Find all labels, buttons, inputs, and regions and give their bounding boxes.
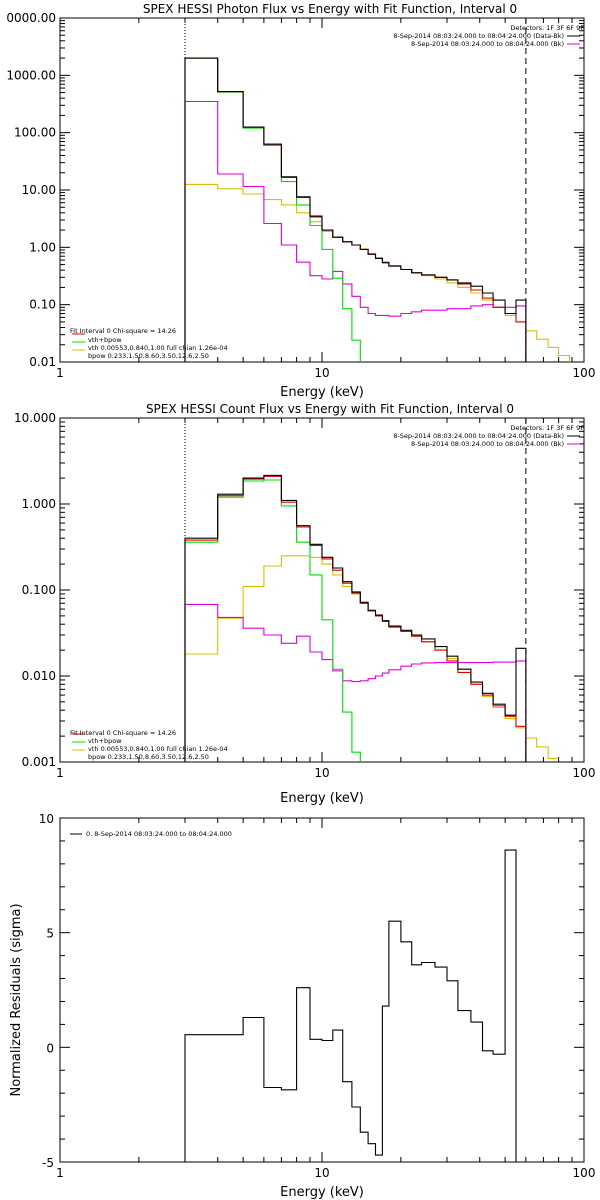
photon-chart-xlabel: Energy (keV): [280, 385, 364, 400]
photon-xtick-label: 10: [314, 366, 329, 380]
count-fit-entry-vth: vth 0.00553,0.840,1.00 full chian 1.26e-…: [88, 745, 228, 753]
photon-xtick-label: 100: [573, 366, 596, 380]
residuals-chart-ylabel: Normalized Residuals (sigma): [9, 903, 24, 1096]
photon-flux-chart: SPEX HESSI Photon Flux vs Energy with Fi…: [6, 2, 595, 400]
count-ytick-label: 0.100: [22, 583, 56, 597]
residuals-chart: Energy (keV) Normalized Residuals (sigma…: [9, 812, 595, 1200]
photon-ytick-label: 10.00: [22, 183, 56, 197]
photon-fit-header: Fit Interval 0 Chi-square = 14.26: [70, 327, 176, 335]
count-ytick-label: 10.000: [14, 411, 56, 425]
photon-ytick-label: 0000.00: [6, 11, 56, 25]
photon-legend-bk-entry: 8-Sep-2014 08:03:24.000 to 08:04:24.000 …: [411, 40, 564, 48]
residuals-ytick-label: 5: [46, 927, 54, 941]
count-xtick-label: 10: [314, 766, 329, 780]
photon-ytick-label: 100.00: [14, 126, 56, 140]
count-xtick-label: 1: [56, 766, 64, 780]
photon-chart-title: SPEX HESSI Photon Flux vs Energy with Fi…: [143, 2, 517, 16]
residuals-series-0-: [184, 849, 517, 1162]
photon-legend-data-entry: 8-Sep-2014 08:03:24.000 to 08:04:24.000 …: [393, 32, 564, 40]
residuals-ytick-label: -5: [42, 1156, 54, 1170]
residuals-ytick-label: 10: [39, 812, 54, 826]
count-xtick-label: 100: [573, 766, 596, 780]
photon-fit-entry-bpow: bpow 0.233,1.50,8.60,3.50,12.6,2.50: [88, 352, 209, 360]
count-legend-data-entry: 8-Sep-2014 08:03:24.000 to 08:04:24.000 …: [393, 432, 564, 440]
residuals-chart-xlabel: Energy (keV): [280, 1185, 364, 1200]
photon-xtick-label: 1: [56, 366, 64, 380]
count-series-vth-bpow: [184, 475, 527, 762]
count-legend-bk-entry: 8-Sep-2014 08:03:24.000 to 08:04:24.000 …: [411, 440, 564, 448]
residuals-ytick-label: 0: [46, 1041, 54, 1055]
count-fit-entry-total: vth+bpow: [88, 737, 122, 745]
count-fit-entry-bpow: bpow 0.233,1.50,8.60,3.50,12.6,2.50: [88, 753, 209, 761]
count-series-bk: [184, 603, 527, 762]
photon-ytick-label: 1000.00: [6, 68, 56, 82]
photon-ytick-label: 1.00: [29, 240, 56, 254]
photon-series-data-bk: [184, 57, 527, 362]
photon-ytick-label: 0.10: [29, 298, 56, 312]
count-chart-title: SPEX HESSI Count Flux vs Energy with Fit…: [146, 402, 514, 416]
count-series-vth: [184, 479, 361, 762]
residuals-xtick-label: 10: [314, 1166, 329, 1180]
residuals-legend-entry: 0. 8-Sep-2014 08:03:24.000 to 08:04:24.0…: [86, 830, 232, 838]
count-ytick-label: 0.010: [22, 669, 56, 683]
photon-legend-detectors: Detectors: 1F 3F 6F 9F: [510, 24, 584, 32]
photon-series-bk: [184, 100, 527, 362]
residuals-xtick-label: 1: [56, 1166, 64, 1180]
photon-fit-entry-vth: vth 0.00553,0.840,1.00 full chian 1.26e-…: [88, 344, 228, 352]
count-legend-detectors: Detectors: 1F 3F 6F 9F: [510, 424, 584, 432]
photon-ytick-label: 0.01: [29, 355, 56, 369]
count-ytick-label: 1.000: [22, 497, 56, 511]
residuals-xtick-label: 100: [573, 1166, 596, 1180]
count-flux-chart: SPEX HESSI Count Flux vs Energy with Fit…: [14, 402, 595, 806]
count-chart-xlabel: Energy (keV): [280, 791, 364, 806]
count-fit-header: Fit Interval 0 Chi-square = 14.26: [70, 729, 176, 737]
photon-fit-entry-total: vth+bpow: [88, 336, 122, 344]
count-series-data-bk: [184, 474, 527, 762]
count-ytick-label: 0.001: [22, 755, 56, 769]
